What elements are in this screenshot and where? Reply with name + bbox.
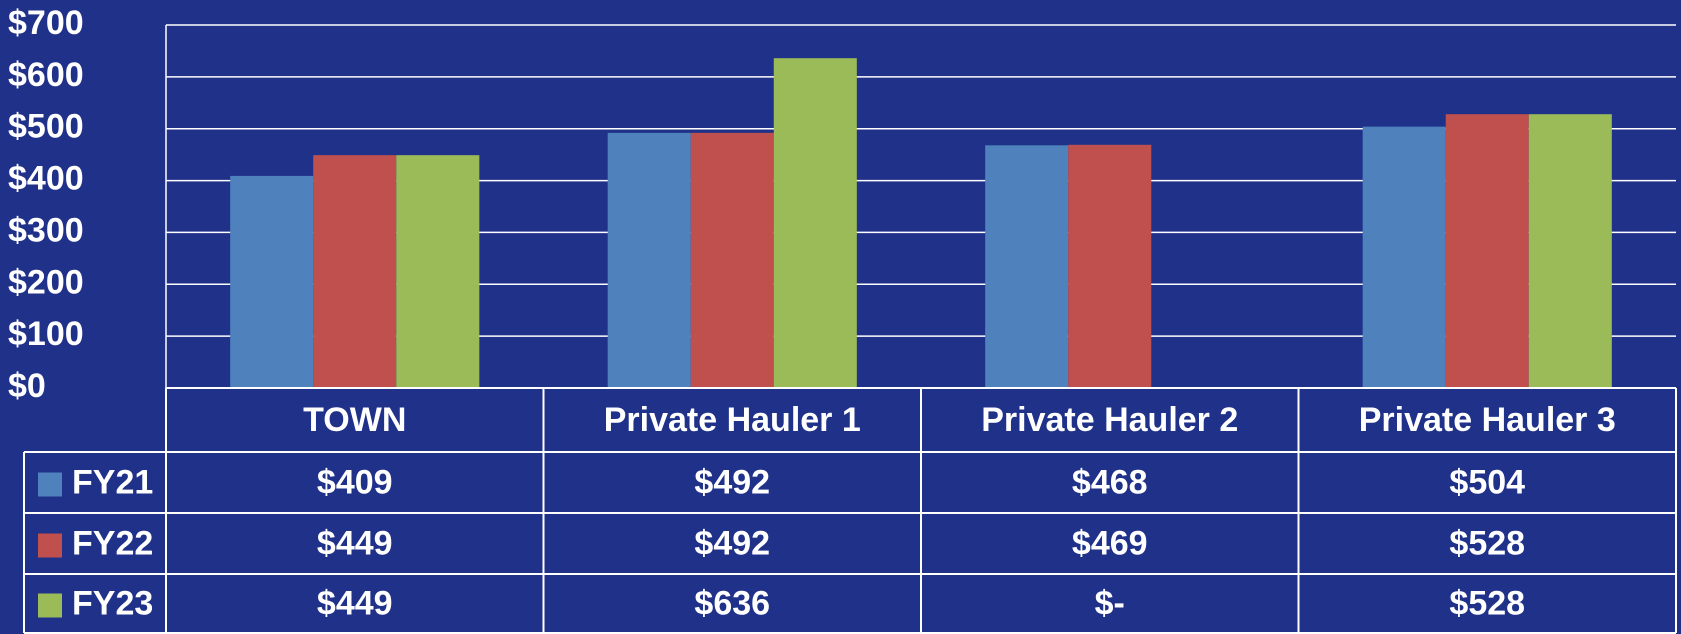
data-label: $468 xyxy=(1072,463,1148,501)
data-label: $449 xyxy=(317,584,393,622)
bar xyxy=(313,155,397,388)
data-label: $469 xyxy=(1072,524,1148,562)
data-label: $492 xyxy=(694,463,770,501)
legend-label: FY22 xyxy=(72,524,153,562)
legend-swatch xyxy=(38,593,62,618)
legend-swatch xyxy=(38,472,62,497)
data-label: $- xyxy=(1095,584,1125,622)
data-label: $492 xyxy=(694,524,770,562)
x-tick-label: TOWN xyxy=(303,401,406,439)
legend-swatch xyxy=(38,533,62,558)
bar xyxy=(773,58,857,389)
y-tick-label: $700 xyxy=(8,4,84,42)
bar xyxy=(985,145,1069,388)
y-tick-label: $0 xyxy=(8,367,46,405)
bar xyxy=(607,132,691,388)
data-label: $409 xyxy=(317,463,393,501)
x-tick-label: Private Hauler 3 xyxy=(1359,401,1616,439)
bar xyxy=(690,132,774,388)
y-tick-label: $400 xyxy=(8,160,84,198)
y-tick-label: $100 xyxy=(8,315,84,353)
bar xyxy=(1528,114,1612,389)
data-label: $636 xyxy=(694,584,770,622)
x-tick-label: Private Hauler 1 xyxy=(604,401,861,439)
legend-label: FY23 xyxy=(72,584,153,622)
y-tick-label: $500 xyxy=(8,108,84,146)
y-tick-label: $300 xyxy=(8,211,84,249)
x-tick-label: Private Hauler 2 xyxy=(981,401,1238,439)
bar xyxy=(1445,114,1529,389)
bar xyxy=(396,155,480,388)
bar xyxy=(1362,126,1446,388)
bar xyxy=(1068,144,1152,388)
y-tick-label: $600 xyxy=(8,56,84,94)
legend-label: FY21 xyxy=(72,463,153,501)
data-label: $449 xyxy=(317,524,393,562)
data-label: $528 xyxy=(1449,584,1525,622)
bar xyxy=(230,175,314,388)
data-label: $504 xyxy=(1449,463,1525,501)
y-tick-label: $200 xyxy=(8,263,84,301)
data-label: $528 xyxy=(1449,524,1525,562)
